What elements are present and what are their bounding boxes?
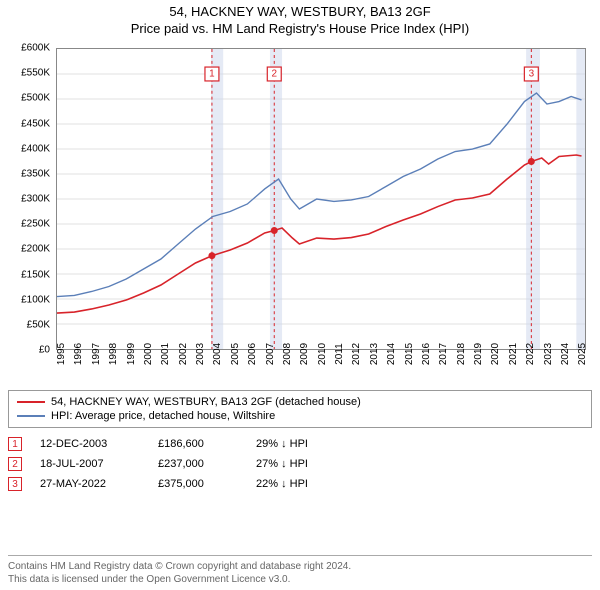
plot-svg: 1 2 3 <box>57 49 585 349</box>
legend-item: HPI: Average price, detached house, Wilt… <box>17 409 583 423</box>
footer-line1: Contains HM Land Registry data © Crown c… <box>8 560 592 573</box>
footer-line2: This data is licensed under the Open Gov… <box>8 573 592 586</box>
chart-subtitle: Price paid vs. HM Land Registry's House … <box>0 21 600 36</box>
legend-label: 54, HACKNEY WAY, WESTBURY, BA13 2GF (det… <box>51 396 361 408</box>
legend-item: 54, HACKNEY WAY, WESTBURY, BA13 2GF (det… <box>17 395 583 409</box>
y-tick-label: £600K <box>21 43 50 54</box>
y-tick-label: £250K <box>21 219 50 230</box>
x-tick-label: 2025 <box>577 343 600 365</box>
event-marker-box: 2 <box>8 457 22 471</box>
svg-text:1: 1 <box>209 69 215 80</box>
event-price: £237,000 <box>158 458 238 470</box>
y-tick-label: £500K <box>21 93 50 104</box>
event-price: £186,600 <box>158 438 238 450</box>
y-tick-label: £100K <box>21 294 50 305</box>
y-tick-label: £0 <box>39 345 50 356</box>
event-hpi-diff: 27% ↓ HPI <box>256 458 346 470</box>
y-tick-label: £200K <box>21 244 50 255</box>
event-row: 3 27-MAY-2022 £375,000 22% ↓ HPI <box>8 474 592 494</box>
legend-swatch <box>17 415 45 417</box>
plot-region: 1 2 3 <box>56 48 586 350</box>
svg-text:2: 2 <box>271 69 277 80</box>
title-block: 54, HACKNEY WAY, WESTBURY, BA13 2GF Pric… <box>0 0 600 38</box>
event-row: 1 12-DEC-2003 £186,600 29% ↓ HPI <box>8 434 592 454</box>
y-tick-label: £450K <box>21 118 50 129</box>
y-tick-label: £300K <box>21 194 50 205</box>
event-date: 27-MAY-2022 <box>40 478 140 490</box>
legend-label: HPI: Average price, detached house, Wilt… <box>51 410 275 422</box>
event-row: 2 18-JUL-2007 £237,000 27% ↓ HPI <box>8 454 592 474</box>
svg-text:3: 3 <box>529 69 535 80</box>
y-tick-label: £350K <box>21 168 50 179</box>
y-tick-label: £50K <box>27 319 50 330</box>
event-marker-box: 1 <box>8 437 22 451</box>
event-price: £375,000 <box>158 478 238 490</box>
event-marker-box: 3 <box>8 477 22 491</box>
legend: 54, HACKNEY WAY, WESTBURY, BA13 2GF (det… <box>8 390 592 428</box>
y-tick-label: £150K <box>21 269 50 280</box>
y-axis: £0£50K£100K£150K£200K£250K£300K£350K£400… <box>8 48 54 350</box>
y-tick-label: £400K <box>21 143 50 154</box>
chart-area: £0 £50K £100K £150K £200K £250K £300K £350K £400… <box>8 44 592 384</box>
event-hpi-diff: 29% ↓ HPI <box>256 438 346 450</box>
legend-swatch <box>17 401 45 403</box>
x-axis: 1995199619971998199920002001200220032004… <box>56 350 586 384</box>
footer: Contains HM Land Registry data © Crown c… <box>8 555 592 586</box>
chart-container: 54, HACKNEY WAY, WESTBURY, BA13 2GF Pric… <box>0 0 600 590</box>
events-table: 1 12-DEC-2003 £186,600 29% ↓ HPI 2 18-JUL-200… <box>8 434 592 494</box>
event-date: 18-JUL-2007 <box>40 458 140 470</box>
chart-title-address: 54, HACKNEY WAY, WESTBURY, BA13 2GF <box>0 4 600 19</box>
event-hpi-diff: 22% ↓ HPI <box>256 478 346 490</box>
y-tick-label: £550K <box>21 68 50 79</box>
event-date: 12-DEC-2003 <box>40 438 140 450</box>
